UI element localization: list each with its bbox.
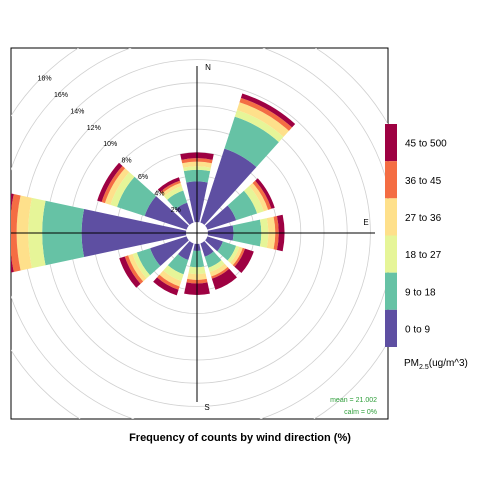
cardinal-label: E bbox=[363, 218, 368, 227]
bar-segment bbox=[205, 205, 237, 230]
bar-segment bbox=[119, 256, 141, 288]
bar-segment bbox=[136, 248, 161, 276]
bar-segment bbox=[240, 93, 296, 128]
cardinal-labels: N E S bbox=[204, 63, 368, 412]
radial-tick-label: 4% bbox=[154, 190, 164, 197]
legend-label: 45 to 500 bbox=[405, 139, 447, 150]
radial-tick-label: 8% bbox=[122, 158, 132, 165]
bar-segment bbox=[161, 182, 182, 197]
bar-segment bbox=[97, 162, 123, 202]
bar-segment bbox=[167, 190, 188, 210]
bar-segment bbox=[164, 186, 184, 200]
legend-label: 36 to 45 bbox=[405, 176, 442, 187]
bar-segment bbox=[163, 265, 184, 281]
bar-segment bbox=[177, 241, 194, 261]
bar-segment bbox=[128, 253, 147, 282]
legend-swatch bbox=[385, 124, 397, 162]
bar-segment bbox=[252, 180, 272, 210]
bar-segment bbox=[204, 251, 222, 268]
bar-segment bbox=[157, 274, 180, 290]
legend-title-sub: 2.5 bbox=[419, 364, 429, 371]
cardinal-label: S bbox=[204, 403, 209, 412]
bar-segment bbox=[101, 165, 126, 204]
bar-segment bbox=[249, 182, 269, 212]
legend: 45 to 500 36 to 45 27 to 36 18 to 27 9 to 18… bbox=[385, 124, 447, 347]
cardinal-label: N bbox=[205, 63, 211, 72]
legend-label: 9 to 18 bbox=[405, 287, 436, 298]
bar-segment bbox=[157, 177, 180, 193]
bar-segment bbox=[159, 270, 182, 287]
calm-label: calm = 0% bbox=[344, 409, 377, 416]
bar-segment bbox=[200, 241, 214, 257]
legend-title: PM2.5(ug/m^3) bbox=[404, 358, 468, 371]
radial-tick-label: 10% bbox=[103, 141, 117, 148]
radial-tick-label: 2% bbox=[171, 207, 181, 214]
bar-segment bbox=[209, 263, 228, 277]
radial-tick-label: 6% bbox=[138, 174, 148, 181]
legend-label: 18 to 27 bbox=[405, 250, 442, 261]
bar-segment bbox=[211, 268, 237, 290]
legend-swatch bbox=[385, 272, 397, 310]
bar-segment bbox=[232, 247, 245, 267]
radial-tick-label: 16% bbox=[54, 92, 68, 99]
bar-segment bbox=[160, 180, 181, 194]
bar-segment bbox=[208, 260, 225, 273]
bar-segment bbox=[227, 190, 258, 221]
bar-segment bbox=[255, 178, 275, 209]
bar-segment bbox=[227, 245, 240, 263]
legend-swatch bbox=[385, 161, 397, 199]
bar-segment bbox=[217, 241, 237, 261]
bar-segment bbox=[243, 186, 264, 214]
legend-swatch bbox=[385, 309, 397, 347]
bar-segment bbox=[211, 267, 230, 279]
legend-swatch bbox=[385, 198, 397, 236]
legend-label: 27 to 36 bbox=[405, 213, 442, 224]
bar-segment bbox=[153, 277, 179, 296]
bar-segment bbox=[234, 110, 284, 143]
radial-tick-label: 12% bbox=[87, 125, 101, 132]
legend-label: 0 to 9 bbox=[405, 324, 430, 335]
bar-segment bbox=[144, 196, 189, 230]
bar-segment bbox=[234, 248, 254, 273]
bar-segment bbox=[117, 176, 157, 216]
bar-segment bbox=[124, 255, 144, 284]
legend-title-rest: (ug/m^3) bbox=[429, 358, 468, 369]
mean-label: mean = 21.002 bbox=[330, 397, 377, 404]
legend-title-main: PM bbox=[404, 358, 419, 369]
bar-segment bbox=[104, 168, 130, 205]
bar-segment bbox=[167, 254, 189, 275]
radial-tick-labels: 2% 4% 6% 8% 10% 12% 14% 16% 18% bbox=[38, 76, 181, 214]
bar-segment bbox=[110, 172, 135, 208]
radial-tick-label: 18% bbox=[38, 76, 52, 83]
bar-segment bbox=[132, 252, 151, 279]
bar-segment bbox=[200, 148, 257, 225]
bar-segment bbox=[236, 102, 289, 137]
bar-segment bbox=[175, 202, 194, 225]
bar-segment bbox=[224, 116, 279, 168]
bar-segment bbox=[239, 97, 293, 131]
legend-swatch bbox=[385, 235, 397, 273]
cardinal-axes bbox=[11, 66, 375, 402]
bar-segment bbox=[11, 193, 14, 273]
x-axis-title: Frequency of counts by wind direction (%… bbox=[129, 432, 351, 444]
radial-tick-label: 14% bbox=[70, 108, 84, 115]
bar-segment bbox=[205, 236, 223, 252]
bar-segment bbox=[230, 246, 243, 266]
bar-segment bbox=[150, 236, 189, 266]
